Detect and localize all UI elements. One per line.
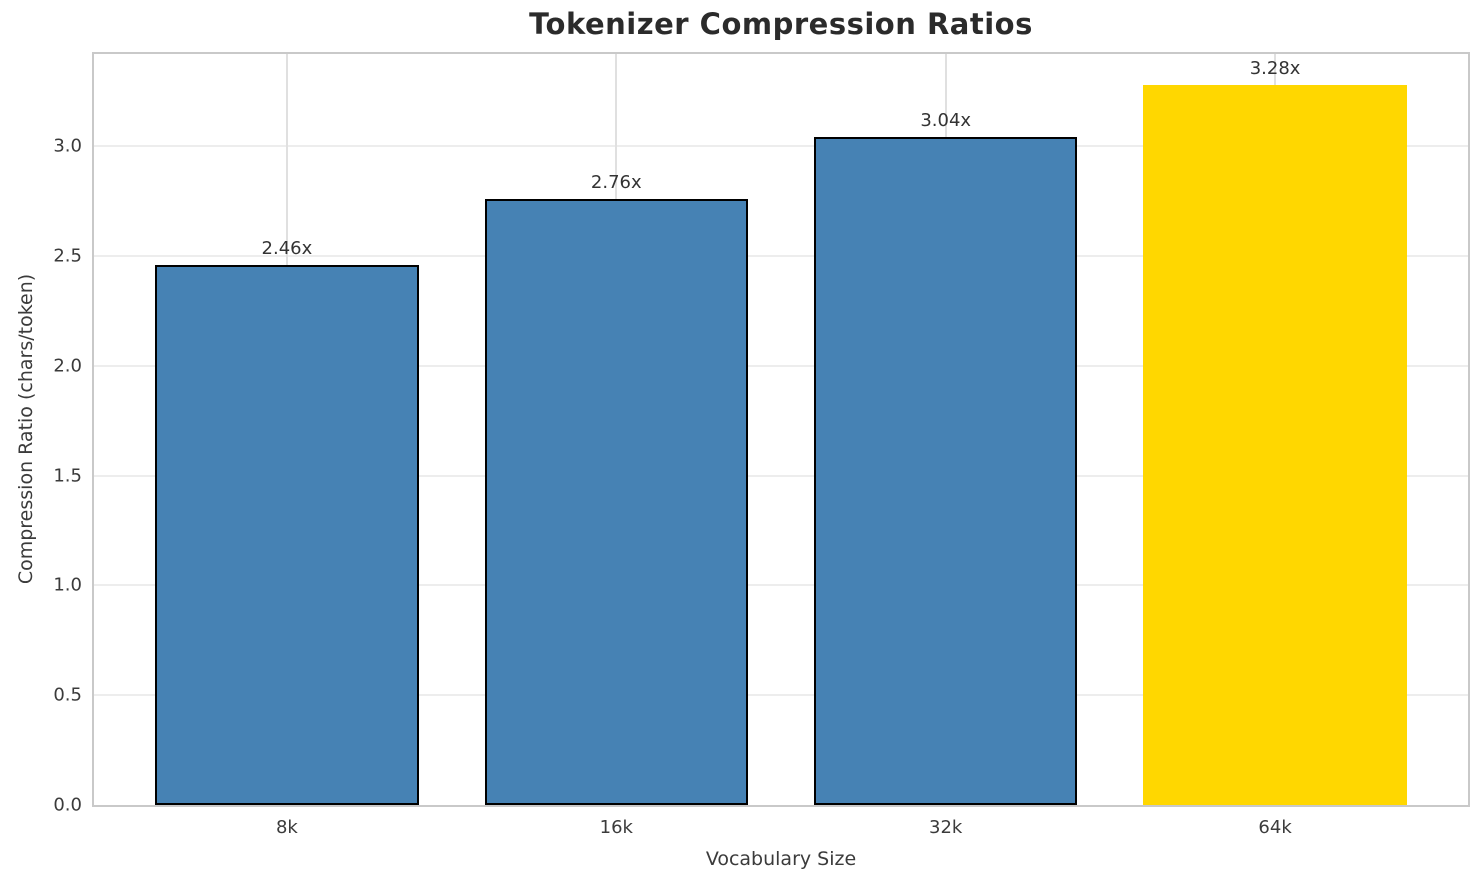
h-gridline — [94, 474, 1468, 477]
bar-value-label: 2.76x — [590, 171, 642, 193]
x-tick-label: 16k — [599, 817, 633, 838]
x-axis-label: Vocabulary Size — [705, 848, 857, 870]
bar-value-label: 2.46x — [261, 237, 313, 259]
x-tick-label: 8k — [275, 817, 298, 838]
y-tick-label: 1.5 — [53, 465, 82, 487]
y-tick-label: 1.0 — [53, 574, 82, 596]
bar-value-label: 3.28x — [1249, 57, 1301, 79]
chart-title: Tokenizer Compression Ratios — [529, 7, 1033, 41]
bar-64k — [1143, 84, 1407, 805]
y-tick-label: 2.5 — [53, 245, 82, 267]
y-tick-label: 3.0 — [53, 135, 82, 157]
h-gridline — [94, 694, 1468, 697]
y-tick-label: 0.5 — [53, 684, 82, 706]
bar-16k — [484, 198, 749, 805]
y-axis-label: Compression Ratio (chars/token) — [15, 273, 37, 585]
h-gridline — [94, 145, 1468, 148]
bar-8k — [155, 264, 419, 805]
x-tick-label: 64k — [1258, 817, 1292, 838]
plot-area: 2.46x 2.76x 3.04x 3.28x — [92, 52, 1470, 807]
bar-value-label: 3.04x — [920, 110, 972, 132]
x-tick-label: 32k — [929, 817, 963, 838]
h-gridline — [94, 364, 1468, 367]
y-tick-label: 0.0 — [53, 794, 82, 816]
bar-32k — [813, 137, 1078, 805]
y-tick-label: 2.0 — [53, 355, 82, 377]
h-gridline — [94, 255, 1468, 258]
h-gridline — [94, 584, 1468, 587]
